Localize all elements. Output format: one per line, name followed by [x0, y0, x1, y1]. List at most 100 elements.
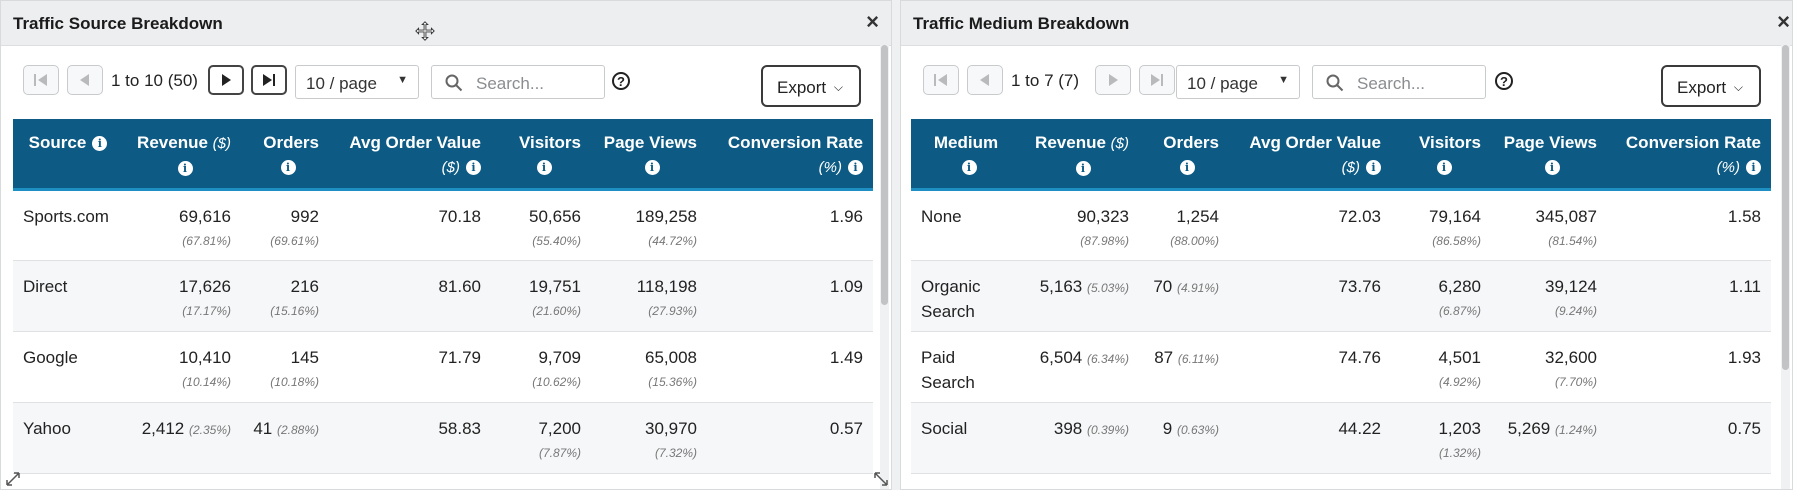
per-page-select[interactable]: 10 / page ▼	[1176, 65, 1300, 99]
column-header-revenue[interactable]: Revenue ($) i	[1021, 119, 1139, 191]
cell-orders: 216 (15.16%)	[241, 260, 329, 332]
info-icon[interactable]: i	[1366, 160, 1381, 176]
prev-page-button[interactable]	[67, 65, 103, 95]
vertical-scrollbar[interactable]	[1781, 45, 1790, 489]
search-input[interactable]: Search...	[431, 65, 605, 99]
info-icon[interactable]: i	[1544, 160, 1560, 176]
info-icon[interactable]: i	[961, 160, 977, 176]
per-page-select[interactable]: 10 / page ▼	[295, 65, 419, 99]
resize-icon[interactable]	[873, 471, 889, 487]
table-header-row: Medium i Revenue ($) i Orders i Avg Order V…	[911, 119, 1771, 191]
column-header-avg-order-value[interactable]: Avg Order Value ($) i	[329, 119, 491, 191]
cell-aov: 44.22	[1229, 402, 1391, 474]
cell-page-views: 189,258 (44.72%)	[591, 189, 707, 261]
table-row[interactable]: Paid Search 6,504 (6.34%) 87 (6.11%) 74.…	[911, 331, 1771, 403]
info-icon[interactable]: i	[1075, 161, 1091, 177]
search-icon	[1326, 74, 1344, 92]
cell-visitors: 6,280 (6.87%)	[1391, 260, 1491, 332]
last-page-button[interactable]	[1139, 65, 1175, 95]
cell-conversion-rate: 1.49	[707, 331, 873, 403]
cell-orders: 145 (10.18%)	[241, 331, 329, 403]
info-icon[interactable]: i	[1179, 160, 1195, 176]
search-input[interactable]: Search...	[1312, 65, 1486, 99]
prev-page-button[interactable]	[967, 65, 1003, 95]
column-header-page-views[interactable]: Page Views i	[591, 119, 707, 191]
cell-conversion-rate: 1.09	[707, 260, 873, 332]
vertical-scrollbar[interactable]	[880, 45, 889, 489]
column-header-orders[interactable]: Orders i	[1139, 119, 1229, 191]
caret-down-icon: ▼	[397, 74, 408, 86]
data-table: Medium i Revenue ($) i Orders i Avg Order V…	[911, 119, 1771, 474]
cell-source: Direct	[13, 260, 123, 332]
column-header-conversion-rate[interactable]: Conversion Rate (%) i	[1607, 119, 1771, 191]
panel-titlebar[interactable]: Traffic Medium Breakdown ×	[901, 1, 1792, 46]
next-page-button[interactable]	[208, 65, 244, 95]
cell-visitors: 79,164 (86.58%)	[1391, 189, 1491, 261]
panel-titlebar[interactable]: Traffic Source Breakdown ×	[1, 1, 891, 46]
chevron-down-icon: ⌵	[833, 80, 843, 94]
search-icon	[445, 74, 463, 92]
info-icon[interactable]: i	[1436, 160, 1452, 176]
column-header-visitors[interactable]: Visitors i	[1391, 119, 1491, 191]
table-row[interactable]: Direct 17,626 (17.17%) 216 (15.16%) 81.60 …	[13, 260, 873, 332]
next-page-button[interactable]	[1095, 65, 1131, 95]
cell-conversion-rate: 1.93	[1607, 331, 1771, 403]
traffic-source-panel: Traffic Source Breakdown × 1 to 10 (50) …	[0, 0, 892, 490]
export-button[interactable]: Export ⌵	[761, 65, 861, 107]
table-row[interactable]: Google 10,410 (10.14%) 145 (10.18%) 71.79 …	[13, 331, 873, 403]
cell-revenue: 17,626 (17.17%)	[123, 260, 241, 332]
panel-title: Traffic Source Breakdown	[13, 14, 223, 33]
info-icon[interactable]: i	[466, 160, 481, 176]
cell-aov: 70.18	[329, 189, 491, 261]
cell-aov: 58.83	[329, 402, 491, 474]
column-header-visitors[interactable]: Visitors i	[491, 119, 591, 191]
scrollbar-thumb[interactable]	[1782, 45, 1789, 370]
info-icon[interactable]: i	[280, 160, 296, 176]
column-header-revenue[interactable]: Revenue ($) i	[123, 119, 241, 191]
cell-conversion-rate: 0.75	[1607, 402, 1771, 474]
cell-aov: 74.76	[1229, 331, 1391, 403]
table-row[interactable]: Yahoo 2,412 (2.35%) 41 (2.88%) 58.83 7,2…	[13, 402, 873, 474]
table-row[interactable]: Sports.com 69,616 (67.81%) 992 (69.61%) 70…	[13, 189, 873, 261]
column-header-orders[interactable]: Orders i	[241, 119, 329, 191]
move-icon[interactable]	[414, 20, 436, 42]
close-icon[interactable]: ×	[866, 9, 879, 34]
column-header-conversion-rate[interactable]: Conversion Rate (%) i	[707, 119, 873, 191]
column-header-source[interactable]: Source i	[13, 119, 123, 191]
data-table: Source i Revenue ($) i Orders i Avg Order V…	[13, 119, 873, 474]
table-row[interactable]: None 90,323 (87.98%) 1,254 (88.00%) 72.03 …	[911, 189, 1771, 261]
last-page-icon	[1151, 74, 1163, 86]
cell-page-views: 65,008 (15.36%)	[591, 331, 707, 403]
cell-revenue: 5,163 (5.03%)	[1021, 260, 1139, 332]
table-row[interactable]: Social 398 (0.39%) 9 (0.63%) 44.22 1,203…	[911, 402, 1771, 474]
info-icon[interactable]: i	[644, 160, 660, 176]
first-page-button[interactable]	[23, 65, 59, 95]
cell-visitors: 1,203 (1.32%)	[1391, 402, 1491, 474]
resize-icon[interactable]	[5, 471, 21, 487]
table-row[interactable]: Organic Search 5,163 (5.03%) 70 (4.91%) …	[911, 260, 1771, 332]
column-header-page-views[interactable]: Page Views i	[1491, 119, 1607, 191]
close-icon[interactable]: ×	[1777, 9, 1790, 34]
cell-conversion-rate: 1.11	[1607, 260, 1771, 332]
cell-conversion-rate: 1.58	[1607, 189, 1771, 261]
column-header-medium[interactable]: Medium i	[911, 119, 1021, 191]
cell-orders: 1,254 (88.00%)	[1139, 189, 1229, 261]
help-icon[interactable]: ?	[612, 72, 630, 90]
column-header-avg-order-value[interactable]: Avg Order Value ($) i	[1229, 119, 1391, 191]
info-icon[interactable]: i	[848, 160, 863, 176]
info-icon[interactable]: i	[536, 160, 552, 176]
last-page-button[interactable]	[251, 65, 287, 95]
cell-medium: Social	[911, 402, 1021, 474]
info-icon[interactable]: i	[92, 136, 108, 152]
cell-revenue: 69,616 (67.81%)	[123, 189, 241, 261]
search-placeholder: Search...	[476, 74, 545, 93]
scrollbar-thumb[interactable]	[881, 45, 888, 305]
info-icon[interactable]: i	[1746, 160, 1761, 176]
info-icon[interactable]: i	[177, 161, 193, 177]
prev-page-icon	[980, 74, 989, 86]
table-toolbar: 1 to 10 (50) 10 / page ▼ Search... ? Exp…	[1, 65, 891, 107]
first-page-button[interactable]	[923, 65, 959, 95]
help-icon[interactable]: ?	[1495, 72, 1513, 90]
export-button[interactable]: Export ⌵	[1661, 65, 1761, 107]
cell-visitors: 9,709 (10.62%)	[491, 331, 591, 403]
